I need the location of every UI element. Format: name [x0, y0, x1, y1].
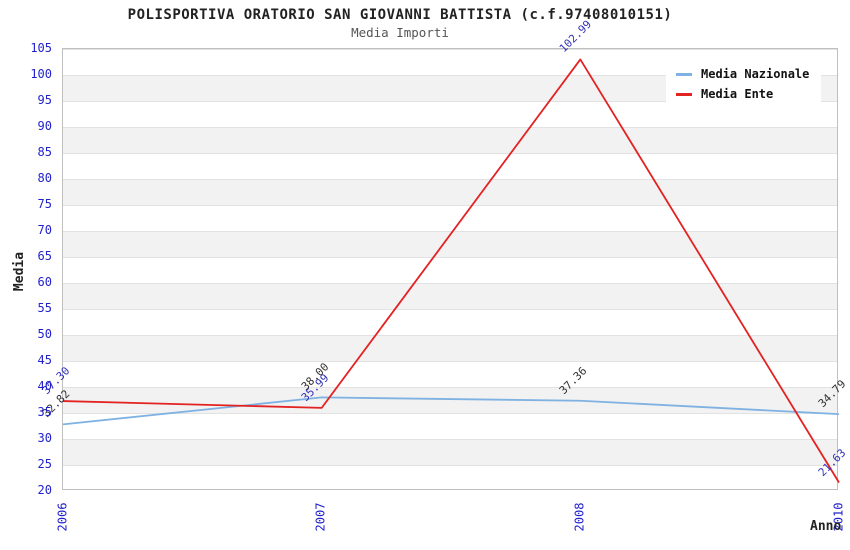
- legend-item-media-ente: Media Ente: [676, 85, 809, 103]
- legend-label-media-ente: Media Ente: [701, 87, 774, 101]
- y-tick-label: 50: [37, 327, 52, 341]
- x-tick-label: 2006: [55, 502, 69, 532]
- y-tick-label: 85: [37, 145, 52, 159]
- x-axis-title: Anno: [810, 519, 842, 534]
- y-tick-label: 100: [30, 67, 52, 81]
- legend-swatch-media-ente: [676, 92, 692, 96]
- x-tick-label: 2007: [313, 502, 328, 532]
- chart-title: POLISPORTIVA ORATORIO SAN GIOVANNI BATTI…: [127, 7, 673, 23]
- y-tick-label: 45: [37, 353, 52, 367]
- chart-header: POLISPORTIVA ORATORIO SAN GIOVANNI BATTI…: [0, 0, 800, 40]
- legend-label-media-nazionale: Media Nazionale: [701, 67, 810, 81]
- y-tick-label: 25: [37, 457, 52, 471]
- y-tick-label: 55: [37, 301, 52, 315]
- y-tick-label: 75: [37, 197, 52, 211]
- y-tick-label: 95: [37, 93, 52, 107]
- series-line-media-ente: [62, 58, 840, 483]
- chart-subtitle: Media Importi: [351, 25, 449, 40]
- y-tick-label: 90: [37, 119, 52, 133]
- series-lines: [62, 58, 840, 483]
- series-line-media-nazionale: [62, 396, 840, 426]
- y-tick-label: 20: [37, 483, 52, 497]
- y-tick-label: 40: [37, 379, 52, 393]
- y-tick-label: 35: [37, 405, 52, 419]
- legend-item-media-nazionale: Media Nazionale: [676, 65, 809, 83]
- y-tick-label: 70: [37, 223, 52, 237]
- y-tick-label: 105: [30, 41, 52, 55]
- y-tick-label: 60: [37, 275, 52, 289]
- legend-swatch-media-nazionale: [676, 72, 692, 76]
- y-tick-label: 80: [37, 171, 52, 185]
- y-tick-label: 65: [37, 249, 52, 263]
- plot-area: 32.82 38.00 37.36 34.79 37.30 35.99 102.99 21.6…: [40, 18, 848, 490]
- y-tick-label: 30: [37, 431, 52, 445]
- x-tick-label: 2008: [572, 502, 587, 532]
- legend: Media Nazionale Media Ente: [666, 56, 822, 113]
